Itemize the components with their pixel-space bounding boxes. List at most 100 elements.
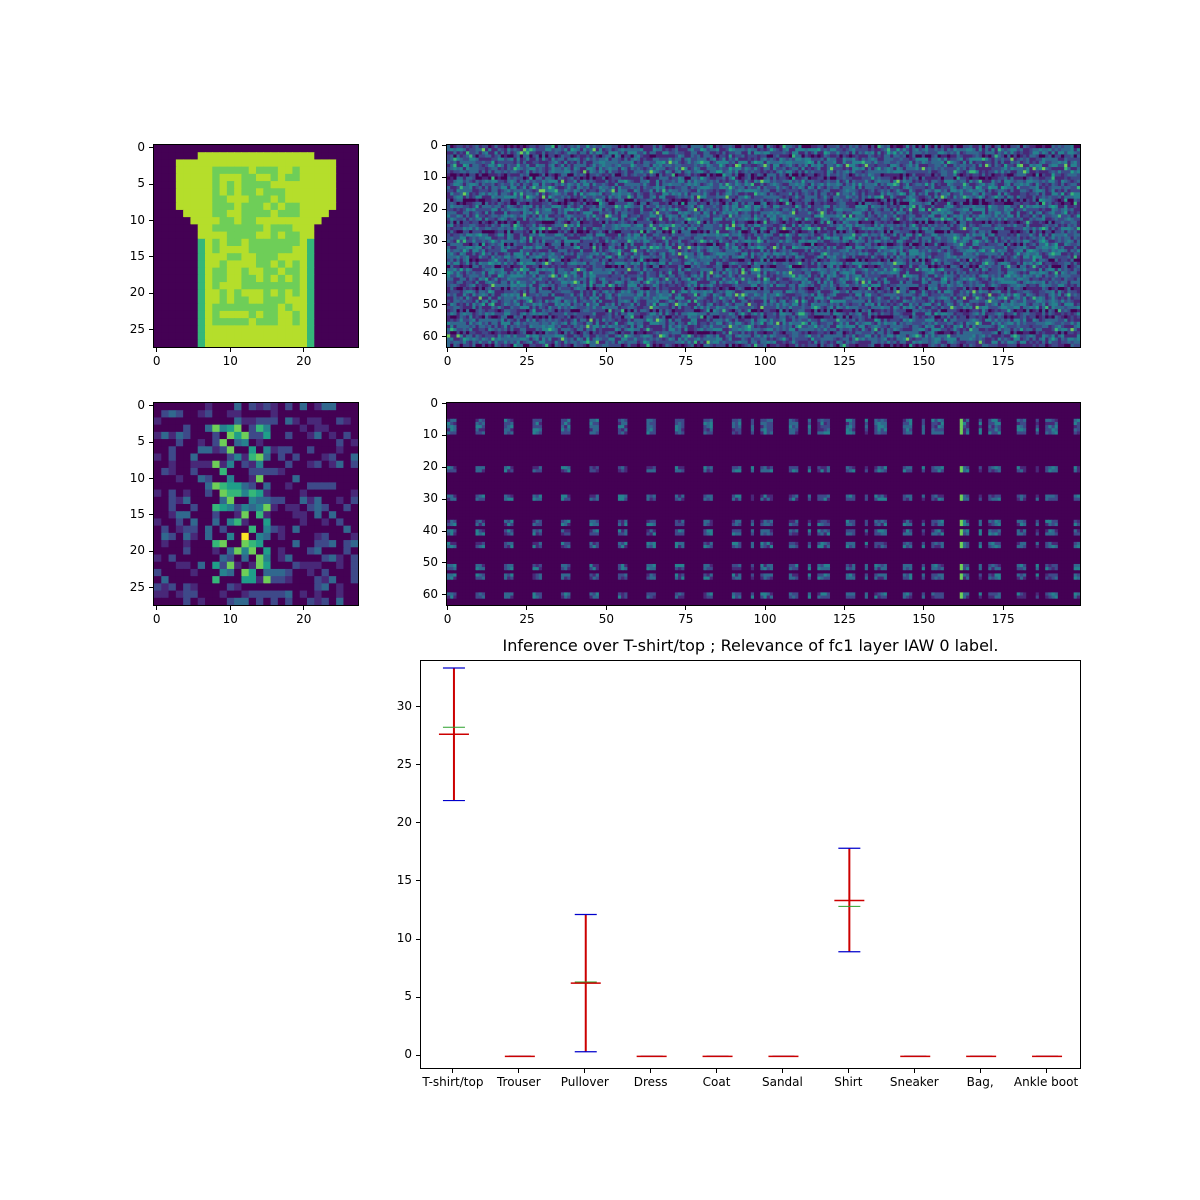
heatmap-cell	[842, 163, 847, 168]
heatmap-cell	[886, 157, 891, 162]
heatmap-cell	[899, 192, 904, 197]
heatmap-cell	[488, 145, 492, 149]
heatmap-cell	[462, 189, 467, 193]
heatmap-cell	[947, 204, 951, 209]
heatmap-cell	[154, 231, 162, 240]
heatmap-cell	[234, 209, 243, 218]
heatmap-cell	[532, 163, 537, 168]
heatmap-cell	[500, 154, 505, 159]
heatmap-cell	[465, 208, 470, 212]
heatmap-cell	[299, 260, 308, 269]
heatmap-cell	[1070, 163, 1075, 168]
heatmap-cell	[488, 157, 492, 162]
heatmap-cell	[893, 157, 898, 162]
heatmap-cell	[697, 170, 701, 175]
heatmap-cell	[462, 170, 467, 175]
heatmap-cell	[453, 198, 458, 203]
heatmap-cell	[617, 160, 622, 165]
heatmap-cell	[871, 179, 875, 184]
heatmap-cell	[1051, 157, 1056, 162]
heatmap-cell	[241, 224, 250, 233]
heatmap-cell	[1061, 176, 1065, 181]
heatmap-cell	[472, 198, 477, 203]
heatmap-cell	[190, 173, 199, 182]
heatmap-cell	[681, 198, 685, 203]
heatmap-cell	[697, 186, 701, 190]
heatmap-cell	[690, 157, 695, 162]
heatmap-cell	[826, 186, 831, 190]
heatmap-cell	[630, 151, 635, 156]
heatmap-cell	[773, 201, 777, 206]
heatmap-cell	[773, 170, 777, 175]
heatmap-cell	[931, 192, 936, 197]
heatmap-cell	[678, 189, 682, 193]
heatmap-cell	[263, 260, 272, 269]
heatmap-cell	[918, 160, 923, 165]
heatmap-cell	[263, 181, 272, 189]
heatmap-cell	[1054, 186, 1059, 190]
heatmap-cell	[241, 152, 250, 161]
heatmap-cell	[234, 145, 243, 153]
heatmap-cell	[598, 154, 603, 159]
heatmap-cell	[592, 157, 597, 162]
heatmap-cell	[969, 208, 973, 212]
heatmap-cell	[256, 188, 264, 197]
heatmap-cell	[516, 192, 521, 197]
heatmap-cell	[567, 151, 572, 156]
heatmap-cell	[1010, 182, 1015, 187]
heatmap-cell	[899, 186, 904, 190]
heatmap-cell	[858, 148, 863, 152]
heatmap-cell	[507, 192, 511, 197]
heatmap-cell	[709, 170, 714, 175]
heatmap-cell	[735, 182, 739, 187]
heatmap-cell	[858, 198, 863, 203]
heatmap-cell	[611, 176, 616, 181]
heatmap-cell	[716, 157, 720, 162]
heatmap-cell	[829, 170, 834, 175]
heatmap-cell	[725, 170, 730, 175]
heatmap-cell	[205, 318, 213, 326]
heatmap-cell	[722, 186, 727, 190]
heatmap-cell	[627, 186, 632, 190]
heatmap-cell	[190, 325, 199, 334]
heatmap-cell	[795, 145, 799, 149]
heatmap-cell	[757, 201, 761, 206]
heatmap-cell	[703, 154, 708, 159]
heatmap-cell	[817, 173, 822, 178]
heatmap-cell	[285, 274, 294, 283]
heatmap-cell	[668, 176, 673, 181]
heatmap-cell	[795, 192, 799, 197]
heatmap-cell	[896, 173, 901, 178]
heatmap-cell	[962, 160, 967, 165]
heatmap-cell	[545, 173, 549, 178]
heatmap-cell	[532, 201, 537, 206]
heatmap-cell	[776, 201, 780, 206]
heatmap-cell	[557, 192, 562, 197]
heatmap-cell	[785, 195, 790, 200]
heatmap-cell	[605, 198, 610, 203]
heatmap-cell	[649, 154, 654, 159]
heatmap-cell	[219, 267, 228, 276]
heatmap-cell	[579, 201, 584, 206]
heatmap-cell	[807, 160, 812, 165]
heatmap-cell	[823, 179, 828, 184]
heatmap-cell	[1073, 198, 1078, 203]
heatmap-cell	[741, 176, 746, 181]
heatmap-cell	[285, 195, 294, 204]
heatmap-cell	[1023, 189, 1027, 193]
heatmap-cell	[687, 154, 692, 159]
heatmap-cell	[750, 179, 755, 184]
heatmap-cell	[842, 160, 847, 165]
heatmap-cell	[614, 145, 619, 149]
heatmap-cell	[484, 157, 489, 162]
heatmap-cell	[1029, 204, 1034, 209]
heatmap-cell	[697, 176, 701, 181]
heatmap-cell	[608, 170, 613, 175]
heatmap-cell	[722, 157, 727, 162]
heatmap-cell	[991, 192, 996, 197]
heatmap-cell	[820, 173, 825, 178]
heatmap-cell	[947, 176, 951, 181]
heatmap-cell	[1076, 157, 1080, 162]
heatmap-cell	[959, 160, 964, 165]
heatmap-cell	[991, 154, 996, 159]
